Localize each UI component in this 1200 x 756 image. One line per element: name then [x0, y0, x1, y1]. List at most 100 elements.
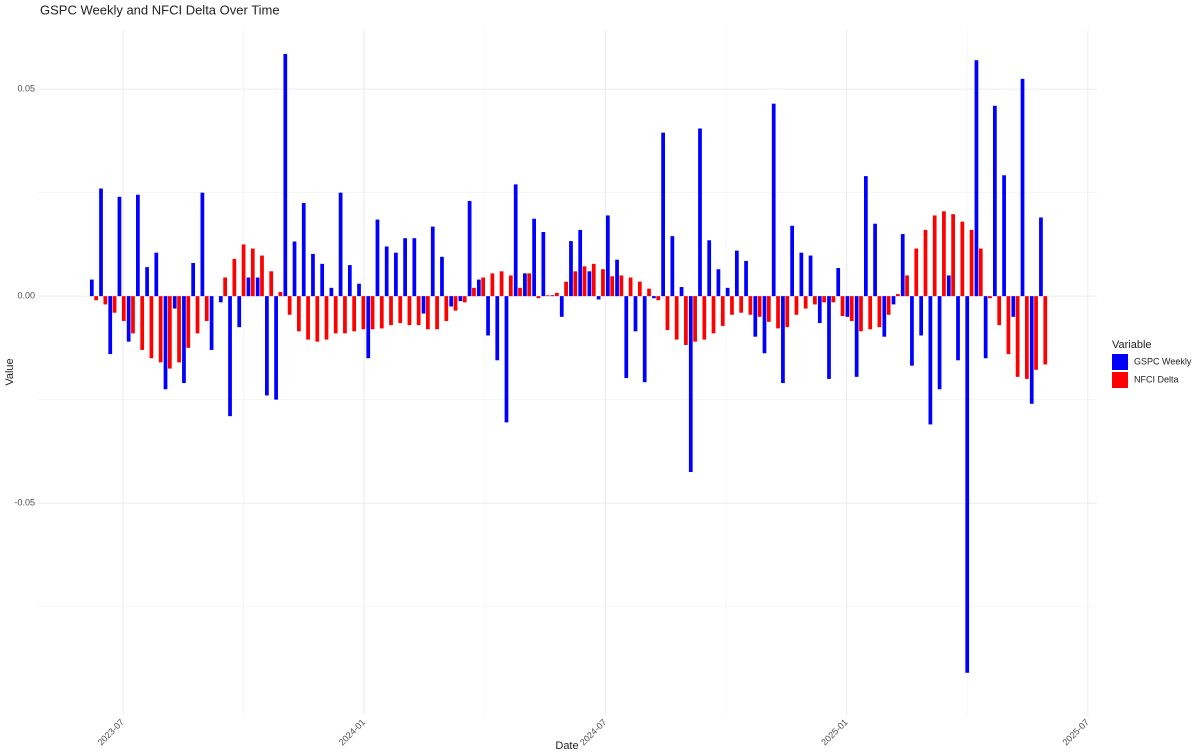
bar — [822, 296, 826, 303]
bar — [928, 296, 933, 425]
bar — [430, 226, 435, 297]
bar — [121, 296, 126, 321]
bar — [379, 296, 384, 329]
bar — [398, 296, 403, 324]
bar — [854, 296, 859, 377]
bar — [476, 279, 481, 297]
bar — [260, 255, 264, 297]
bar — [163, 296, 168, 390]
bar — [766, 296, 771, 322]
x-tick-label: 2024-01 — [337, 717, 367, 747]
bar — [375, 219, 380, 297]
bar — [937, 296, 942, 390]
bar — [462, 296, 467, 303]
bar — [453, 296, 458, 311]
bar — [89, 279, 94, 297]
x-tick-label: 2024-07 — [578, 717, 608, 747]
bar — [698, 128, 702, 297]
bar — [246, 277, 251, 297]
bar — [619, 275, 624, 297]
y-tick-label: 0.05 — [17, 84, 35, 94]
bar — [167, 296, 172, 369]
bar — [827, 296, 831, 379]
bar — [559, 296, 564, 317]
bar — [587, 271, 592, 297]
bar — [946, 275, 951, 297]
bar — [389, 296, 393, 326]
bar — [974, 60, 979, 297]
bar — [983, 296, 988, 359]
bar — [421, 296, 426, 314]
bar — [873, 223, 877, 297]
bar — [186, 296, 191, 348]
bar — [942, 211, 946, 297]
bar — [836, 267, 841, 297]
bar — [550, 295, 555, 297]
bar — [440, 256, 444, 297]
bar — [361, 296, 366, 330]
bar — [545, 295, 550, 297]
x-tick-label: 2025-07 — [1060, 717, 1090, 747]
bar — [412, 238, 417, 297]
bar — [131, 296, 135, 334]
bar — [969, 229, 974, 297]
legend-label: NFCI Delta — [1134, 374, 1179, 384]
bar — [674, 296, 679, 340]
bar — [776, 296, 780, 329]
x-tick-label: 2023-07 — [96, 717, 126, 747]
bar — [1015, 296, 1020, 377]
bar — [416, 296, 421, 326]
bar — [891, 296, 896, 305]
bar — [849, 296, 854, 321]
bar — [99, 188, 103, 297]
bar — [868, 296, 873, 330]
bar — [490, 273, 495, 297]
bar — [591, 263, 596, 297]
bar — [702, 296, 707, 340]
bar — [228, 296, 232, 417]
bar — [684, 296, 688, 345]
bar — [458, 296, 463, 302]
bar — [840, 296, 845, 317]
bar — [582, 266, 587, 297]
bar — [117, 196, 122, 297]
bar — [241, 244, 246, 297]
bar — [274, 296, 278, 400]
x-axis-title: Date — [555, 740, 578, 752]
bar — [997, 296, 1002, 326]
bar — [914, 248, 919, 297]
bar — [158, 296, 163, 363]
chart-title: GSPC Weekly and NFCI Delta Over Time — [40, 2, 280, 17]
bar — [149, 296, 154, 359]
bar — [352, 296, 357, 332]
bar — [960, 221, 965, 297]
bar — [895, 294, 900, 297]
bar — [564, 281, 568, 297]
legend-swatch — [1112, 372, 1128, 388]
bar — [794, 296, 799, 315]
y-axis-title: Value — [4, 358, 16, 385]
bar — [711, 296, 716, 334]
bar — [919, 296, 924, 336]
bar — [569, 241, 573, 297]
bar — [523, 273, 527, 297]
bar — [366, 296, 371, 359]
bar — [370, 296, 375, 330]
bar — [232, 258, 237, 297]
bar — [255, 277, 260, 297]
bar — [720, 296, 725, 326]
bar — [145, 267, 149, 297]
bar — [218, 296, 223, 303]
bar — [757, 296, 762, 317]
bar — [209, 296, 214, 350]
bar — [555, 292, 559, 297]
bar — [265, 296, 269, 396]
bar — [1020, 78, 1025, 297]
bar — [532, 218, 536, 297]
bar — [94, 296, 98, 301]
bar — [384, 246, 389, 297]
bar — [136, 194, 140, 297]
bar — [744, 260, 748, 297]
bar — [223, 277, 228, 297]
